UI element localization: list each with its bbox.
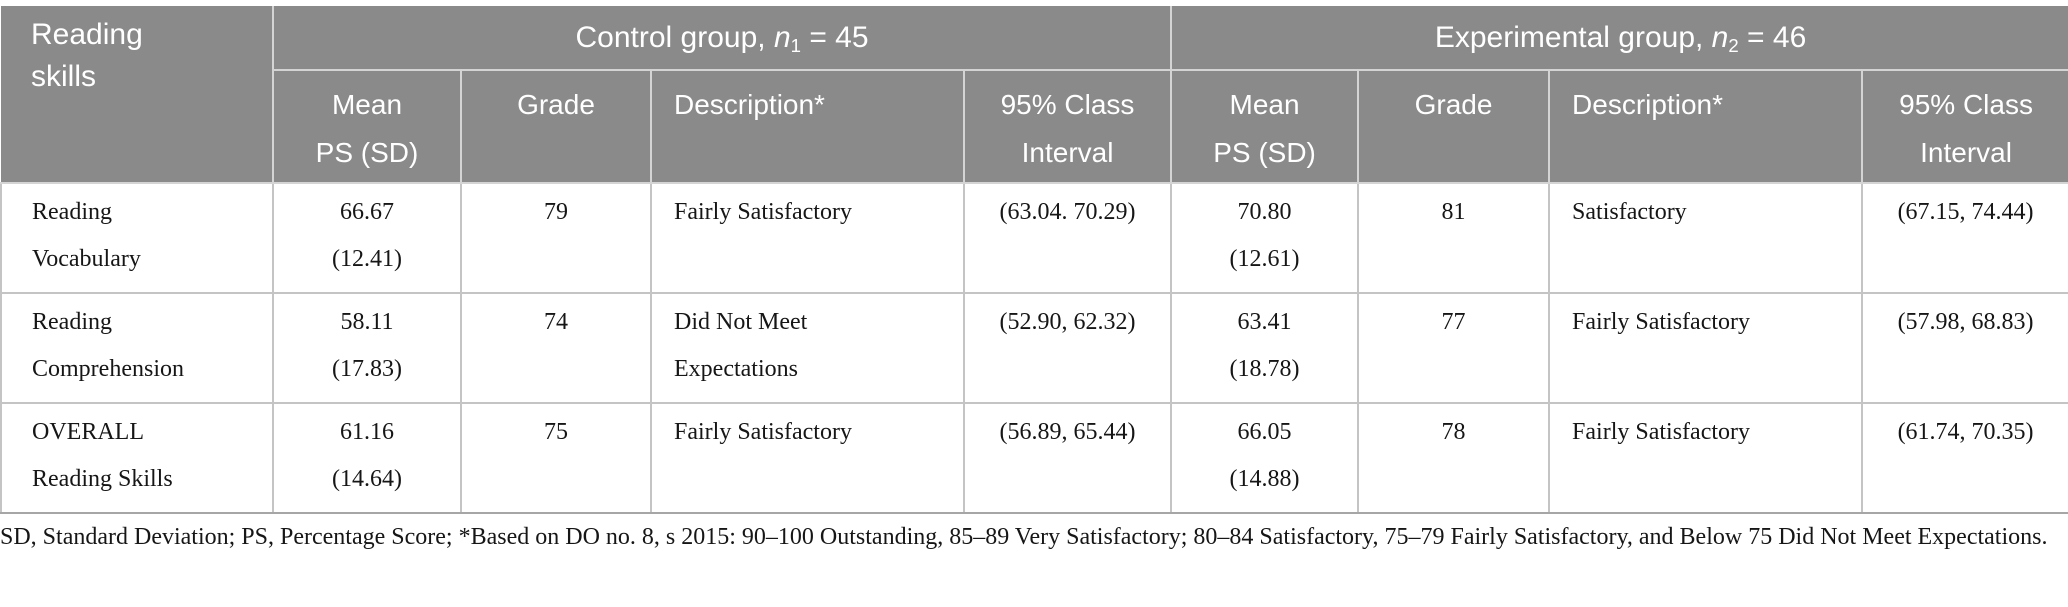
control-description-cell: Fairly Satisfactory: [650, 182, 965, 294]
control-n-subscript: 1: [790, 34, 801, 56]
skill-line2: Vocabulary: [32, 246, 141, 272]
header-experimental-class-interval: 95% Class Interval: [1861, 69, 2068, 184]
mean-label: Mean: [331, 89, 403, 120]
experimental-description-cell: Fairly Satisfactory: [1548, 402, 1864, 514]
header-control-grade: Grade: [460, 69, 652, 184]
header-control-description: Description*: [650, 69, 965, 184]
experimental-interval-cell: (67.15, 74.44): [1861, 182, 2068, 294]
control-mean-cell: 58.11 (17.83): [272, 292, 462, 404]
header-reading-skills-line1: Reading: [31, 18, 143, 51]
mean-value: 58.11: [340, 309, 394, 335]
mean-value: 66.05: [1237, 419, 1292, 445]
ci-label-line2: Interval: [1920, 137, 2012, 168]
skill-cell: Reading Vocabulary: [0, 182, 274, 294]
header-experimental-grade: Grade: [1357, 69, 1551, 184]
header-experimental-mean-ps-sd: Mean PS (SD): [1170, 69, 1360, 184]
header-experimental-group: Experimental group, n2 = 46: [1170, 6, 2068, 71]
header-control-group: Control group, n1 = 45: [271, 6, 1173, 71]
header-control-class-interval: 95% Class Interval: [962, 69, 1173, 184]
header-control-mean-ps-sd: Mean PS (SD): [272, 69, 462, 184]
table-row-reading-vocabulary: Reading Vocabulary 66.67 (12.41) 79 Fair…: [0, 182, 2068, 294]
skill-cell: OVERALL Reading Skills: [0, 402, 274, 514]
experimental-n-subscript: 2: [1728, 34, 1739, 56]
experimental-description-cell: Satisfactory: [1548, 182, 1864, 294]
experimental-mean-cell: 70.80 (12.61): [1170, 182, 1360, 294]
skill-line1: Reading: [32, 309, 112, 335]
control-n-value: = 45: [800, 20, 869, 54]
sd-value: (14.64): [332, 466, 402, 492]
control-description-cell: Did Not Meet Expectations: [650, 292, 965, 404]
skill-line2: Reading Skills: [32, 466, 173, 492]
mean-value: 61.16: [340, 419, 394, 445]
control-grade-cell: 75: [460, 402, 652, 514]
ps-sd-label: PS (SD): [1213, 137, 1316, 168]
sd-value: (14.88): [1229, 466, 1300, 492]
table-footnote: SD, Standard Deviation; PS, Percentage S…: [0, 524, 2048, 550]
reading-skills-table: Reading skills Control group, n1 = 45 Ex…: [0, 6, 2068, 514]
experimental-n-variable: n: [1711, 20, 1729, 54]
mean-value: 70.80: [1237, 199, 1292, 225]
header-reading-skills-line2: skills: [31, 60, 96, 93]
control-interval-cell: (52.90, 62.32): [962, 292, 1173, 404]
sd-value: (12.61): [1229, 246, 1300, 272]
ps-sd-label: PS (SD): [315, 137, 419, 168]
sd-value: (17.83): [332, 356, 402, 382]
paper-table-figure: Reading skills Control group, n1 = 45 Ex…: [0, 6, 2068, 550]
header-experimental-description: Description*: [1548, 69, 1864, 184]
control-grade-cell: 74: [460, 292, 652, 404]
ci-label-line1: 95% Class: [1000, 89, 1135, 120]
experimental-mean-cell: 63.41 (18.78): [1170, 292, 1360, 404]
mean-value: 66.67: [340, 199, 394, 225]
sd-value: (18.78): [1229, 356, 1300, 382]
table-row-overall-reading-skills: OVERALL Reading Skills 61.16 (14.64) 75 …: [0, 402, 2068, 514]
ci-label-line2: Interval: [1021, 137, 1114, 168]
control-n-variable: n: [773, 20, 791, 54]
mean-label: Mean: [1229, 89, 1300, 120]
experimental-mean-cell: 66.05 (14.88): [1170, 402, 1360, 514]
skill-line1: OVERALL: [32, 419, 144, 445]
control-interval-cell: (56.89, 65.44): [962, 402, 1173, 514]
header-reading-skills: Reading skills: [1, 6, 274, 184]
control-group-label: Control group,: [575, 20, 774, 54]
experimental-grade-cell: 77: [1357, 292, 1551, 404]
control-mean-cell: 61.16 (14.64): [272, 402, 462, 514]
sd-value: (12.41): [332, 246, 402, 272]
header-subcolumn-row: Mean PS (SD) Grade Description* 95% Clas…: [1, 69, 2068, 184]
control-grade-cell: 79: [460, 182, 652, 294]
experimental-n-value: = 46: [1738, 20, 1807, 54]
control-interval-cell: (63.04. 70.29): [962, 182, 1173, 294]
mean-value: 63.41: [1237, 309, 1292, 335]
header-group-row: Reading skills Control group, n1 = 45 Ex…: [1, 6, 2068, 184]
control-mean-cell: 66.67 (12.41): [272, 182, 462, 294]
skill-cell: Reading Comprehension: [0, 292, 274, 404]
skill-line2: Comprehension: [32, 356, 184, 382]
experimental-group-label: Experimental group,: [1434, 20, 1712, 54]
table-row-reading-comprehension: Reading Comprehension 58.11 (17.83) 74 D…: [0, 292, 2068, 404]
experimental-description-cell: Fairly Satisfactory: [1548, 292, 1864, 404]
control-description-cell: Fairly Satisfactory: [650, 402, 965, 514]
ci-label-line1: 95% Class: [1899, 89, 2033, 120]
experimental-grade-cell: 81: [1357, 182, 1551, 294]
experimental-grade-cell: 78: [1357, 402, 1551, 514]
skill-line1: Reading: [32, 199, 112, 225]
experimental-interval-cell: (61.74, 70.35): [1861, 402, 2068, 514]
experimental-interval-cell: (57.98, 68.83): [1861, 292, 2068, 404]
